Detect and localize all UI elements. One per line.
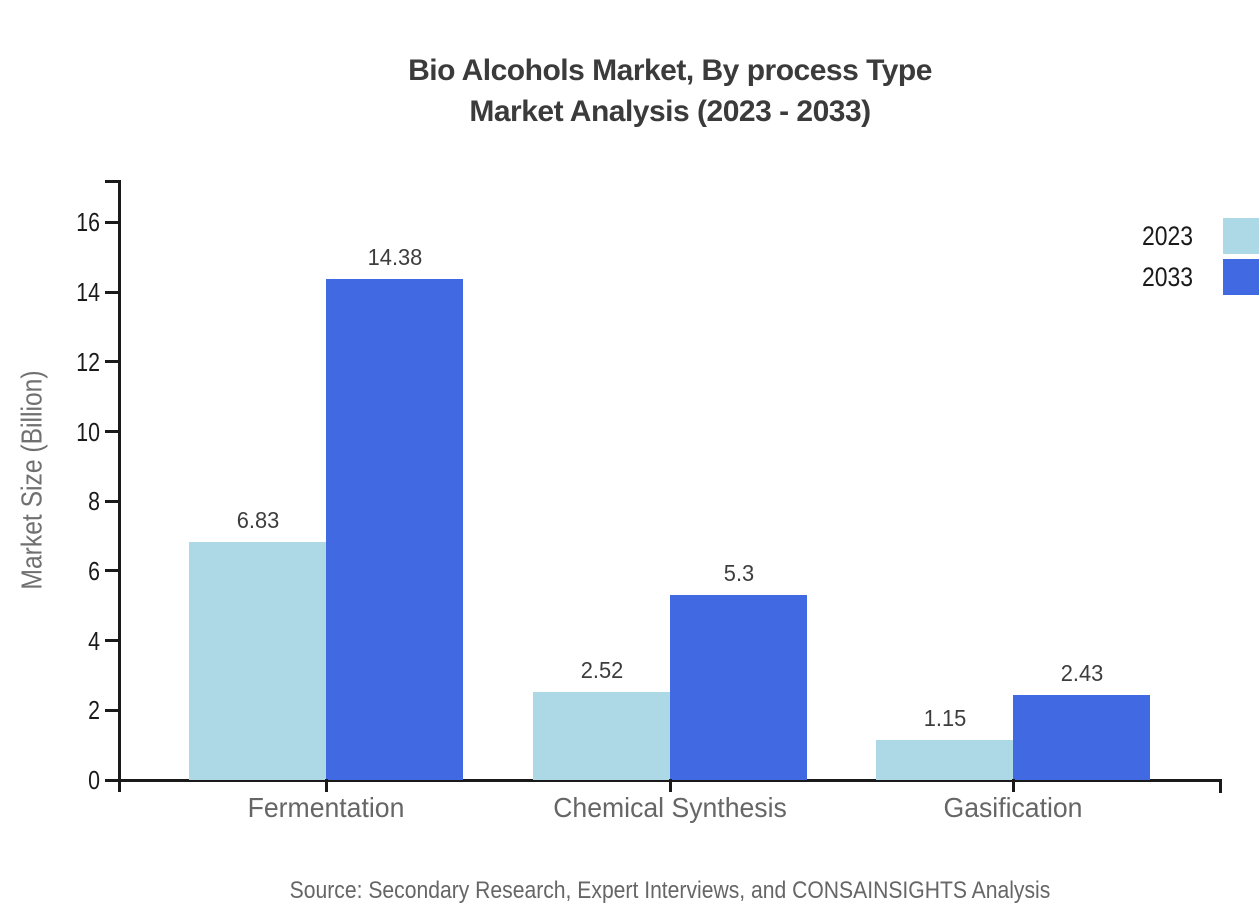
y-axis-line	[118, 180, 121, 792]
legend-label: 2023	[1141, 220, 1193, 251]
bar-value-label: 1.15	[923, 704, 966, 731]
legend-label: 2033	[1141, 261, 1193, 292]
y-axis-tick	[105, 290, 119, 294]
bar-value-label: 5.3	[723, 560, 754, 587]
y-axis-tick	[105, 499, 119, 503]
bar-value-label: 2.43	[1060, 660, 1103, 687]
chart-title-line1: Bio Alcohols Market, By process Type	[408, 54, 932, 87]
bar-2023-chemical-synthesis	[533, 692, 670, 780]
bar-2033-fermentation	[326, 278, 463, 780]
y-axis-tick-label: 2	[88, 695, 100, 726]
x-category-label: Chemical Synthesis	[553, 792, 787, 823]
legend: 2023 2033	[1133, 218, 1259, 295]
y-axis-end-cap	[105, 180, 121, 183]
y-axis-tick	[105, 778, 119, 782]
y-axis-tick	[105, 220, 119, 224]
y-axis-tick-label: 14	[76, 277, 100, 308]
bar-value-label: 2.52	[580, 657, 623, 684]
y-axis-tick-label: 12	[76, 346, 100, 377]
bar-value-label: 14.38	[367, 243, 422, 270]
y-axis-tick	[105, 639, 119, 643]
x-axis-tick	[1011, 779, 1015, 792]
y-axis-tick-label: 6	[88, 555, 100, 586]
y-axis-tick-label: 16	[76, 207, 100, 238]
y-axis-tick	[105, 708, 119, 712]
bar-value-label: 6.83	[236, 506, 279, 533]
y-axis-tick	[105, 430, 119, 433]
legend-row: 2023	[1133, 218, 1259, 254]
x-category-label: Gasification	[943, 792, 1083, 823]
x-axis-tick	[324, 779, 328, 792]
y-axis-tick-label: 4	[88, 625, 100, 656]
legend-swatch	[1223, 218, 1259, 254]
legend-row: 2033	[1133, 259, 1259, 295]
y-axis-tick	[105, 569, 119, 573]
bar-2033-chemical-synthesis	[670, 595, 807, 780]
y-axis-tick-label: 8	[88, 486, 100, 517]
x-axis-end-cap	[1219, 779, 1222, 793]
y-axis-tick	[105, 360, 119, 364]
y-axis-tick-label: 0	[88, 765, 100, 795]
bar-2023-gasification	[876, 739, 1013, 780]
x-category-label: Fermentation	[247, 792, 405, 823]
bar-2033-gasification	[1013, 695, 1150, 780]
chart-title: Bio Alcohols Market, By process Type Mar…	[80, 50, 1260, 132]
y-axis-tick-label: 10	[76, 416, 100, 447]
source-note: Source: Secondary Research, Expert Inter…	[289, 877, 1051, 904]
chart-title-line2: Market Analysis (2023 - 2033)	[469, 95, 871, 128]
x-axis-tick	[668, 779, 672, 792]
bar-2023-fermentation	[189, 541, 326, 780]
legend-swatch	[1223, 259, 1259, 295]
